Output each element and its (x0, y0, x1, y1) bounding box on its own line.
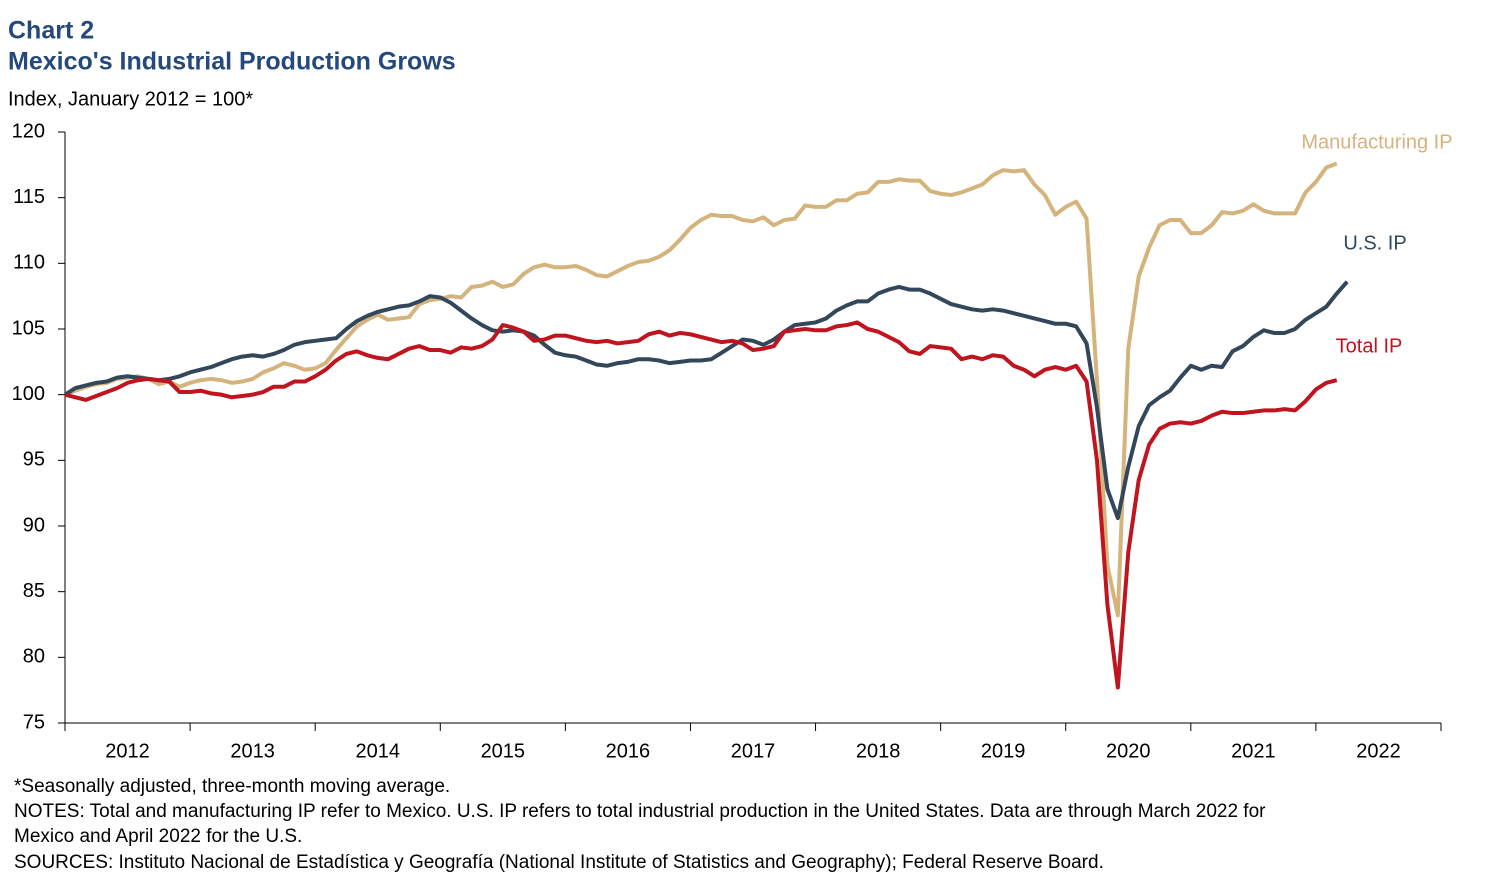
y-tick-label: 100 (12, 383, 45, 405)
y-tick-label: 110 (13, 252, 45, 274)
series-line (64, 161, 1338, 618)
x-tick-label: 2022 (1356, 740, 1401, 762)
x-tick-label: 2012 (105, 740, 150, 762)
x-tick-label: 2018 (856, 740, 901, 762)
y-tick-label: 95 (23, 449, 45, 471)
y-tick-label: 75 (23, 711, 45, 733)
footnote: NOTES: Total and manufacturing IP refer … (14, 801, 1266, 847)
y-tick-label: 115 (13, 186, 45, 208)
x-tick-label: 2016 (606, 740, 651, 762)
chart-title: Chart 2 (8, 17, 94, 45)
x-tick-label: 2015 (481, 740, 526, 762)
x-tick-label: 2017 (731, 740, 776, 762)
series-label: Manufacturing IP (1301, 131, 1452, 153)
y-tick-label: 80 (23, 646, 45, 668)
series-line (64, 320, 1338, 690)
chart-subtitle: Mexico's Industrial Production Grows (8, 48, 456, 76)
y-tick-label: 90 (23, 514, 45, 536)
x-tick-label: 2013 (230, 740, 275, 762)
footnote-line: Mexico and April 2022 for the U.S. (14, 826, 302, 847)
y-tick-label: 120 (12, 120, 45, 142)
y-tick-label: 105 (12, 317, 45, 339)
series-label: Total IP (1336, 335, 1403, 357)
y-tick-label: 85 (23, 580, 45, 602)
x-tick-label: 2021 (1231, 740, 1276, 762)
series-line (63, 280, 1349, 521)
y-axis-label: Index, January 2012 = 100* (8, 88, 253, 110)
footnote-line: NOTES: Total and manufacturing IP refer … (14, 801, 1266, 822)
footnote: *Seasonally adjusted, three-month moving… (14, 776, 450, 797)
x-tick-label: 2019 (981, 740, 1026, 762)
x-tick-label: 2020 (1106, 740, 1151, 762)
x-tick-label: 2014 (355, 740, 400, 762)
footnote: SOURCES: Instituto Nacional de Estadísti… (14, 852, 1104, 873)
series-label: U.S. IP (1343, 232, 1406, 254)
